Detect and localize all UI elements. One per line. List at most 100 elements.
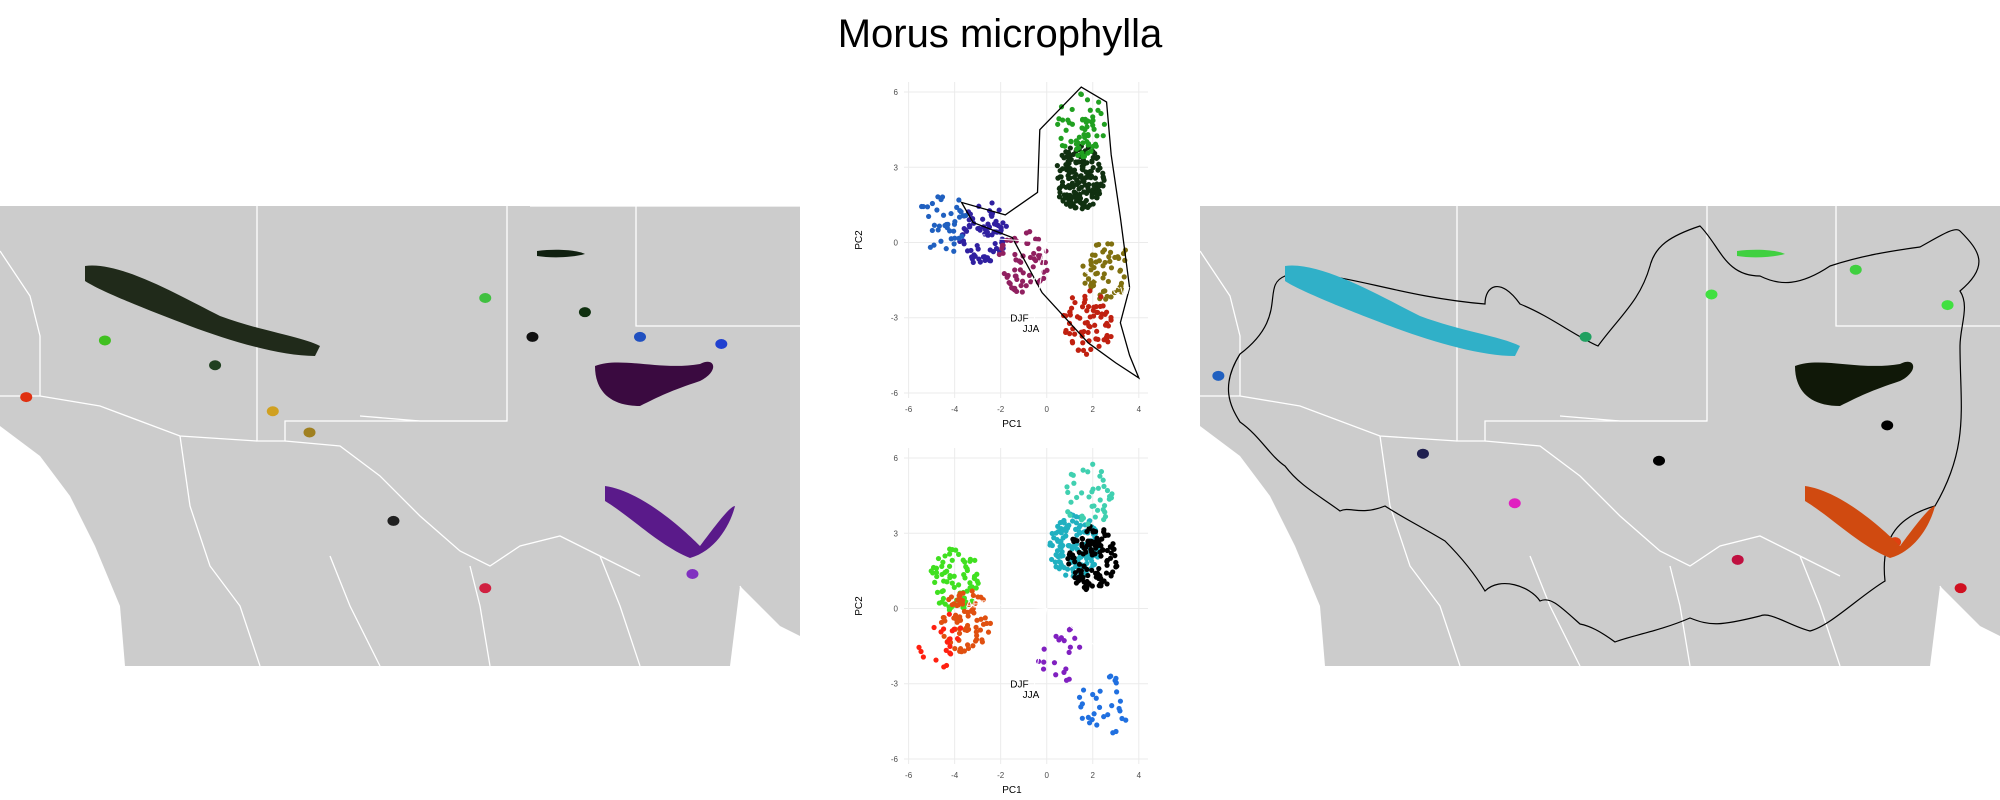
data-point — [992, 240, 998, 247]
data-point — [1063, 533, 1069, 539]
data-point — [1061, 520, 1067, 526]
data-point — [955, 551, 962, 557]
data-point — [942, 553, 948, 559]
data-point — [1101, 177, 1107, 183]
data-point — [1064, 484, 1070, 490]
data-point — [1065, 489, 1071, 495]
data-point — [1067, 166, 1073, 172]
data-point — [1072, 574, 1078, 580]
data-point — [1105, 241, 1111, 247]
data-point — [1062, 143, 1068, 149]
plot-area — [904, 82, 1148, 398]
data-point — [961, 648, 967, 654]
data-point — [1012, 267, 1018, 273]
data-point — [963, 625, 969, 632]
data-point — [1070, 555, 1076, 561]
vector-label: JJA — [1023, 324, 1040, 335]
occurrence-patch — [578, 307, 591, 318]
data-point — [1090, 164, 1096, 171]
data-point — [1053, 672, 1059, 678]
data-point — [951, 615, 957, 621]
data-point — [1097, 497, 1103, 503]
data-point — [1104, 558, 1110, 564]
data-point — [972, 557, 978, 563]
data-point — [1085, 276, 1092, 282]
data-point — [1096, 99, 1102, 105]
occurrence-patch — [20, 392, 33, 403]
occurrence-patch — [387, 515, 400, 526]
data-point — [1051, 660, 1058, 666]
range-band — [1795, 361, 1914, 406]
data-point — [1053, 633, 1059, 639]
data-point — [989, 232, 995, 238]
data-point — [957, 625, 964, 631]
data-point — [1067, 512, 1073, 518]
data-point — [951, 248, 957, 254]
data-point — [1080, 347, 1087, 353]
range-band — [605, 486, 735, 558]
data-point — [916, 644, 922, 650]
data-point — [1094, 309, 1100, 315]
data-point — [1102, 311, 1108, 317]
right-map — [1200, 206, 2000, 666]
data-point — [1089, 583, 1095, 589]
data-point — [1090, 117, 1096, 124]
vector-label: JJA — [1023, 690, 1040, 701]
data-point — [1079, 535, 1085, 542]
data-point — [1101, 529, 1107, 535]
data-point — [949, 628, 955, 634]
data-point — [1030, 264, 1036, 270]
data-point — [1074, 532, 1080, 538]
data-point — [1070, 536, 1076, 542]
data-point — [998, 225, 1004, 231]
data-point — [947, 546, 953, 552]
data-point — [1018, 282, 1024, 289]
data-point — [1114, 689, 1120, 695]
data-point — [941, 578, 947, 584]
data-point — [1092, 514, 1098, 520]
data-point — [1095, 485, 1101, 491]
y-axis-label: PC2 — [854, 230, 865, 250]
data-point — [1058, 174, 1064, 180]
data-point — [970, 259, 976, 265]
data-point — [1079, 541, 1085, 547]
data-point — [1080, 340, 1086, 346]
data-point — [1090, 154, 1096, 161]
data-point — [1064, 524, 1070, 530]
data-point — [947, 572, 953, 579]
data-point — [1108, 495, 1115, 501]
occurrence-patch — [1705, 289, 1718, 300]
data-point — [1058, 562, 1064, 568]
loading-vector — [1032, 608, 1048, 694]
data-point — [1087, 324, 1093, 330]
data-point — [969, 254, 975, 260]
data-point — [939, 563, 945, 569]
data-point — [1104, 487, 1111, 494]
data-point — [1057, 189, 1063, 196]
data-point — [943, 246, 949, 252]
data-point — [931, 222, 938, 228]
y-tick-label: 6 — [894, 88, 899, 97]
data-point — [954, 636, 961, 642]
range-band — [537, 249, 585, 258]
data-point — [1105, 712, 1111, 718]
data-point — [1104, 581, 1110, 587]
data-point — [938, 238, 944, 244]
data-point — [1000, 220, 1006, 226]
data-point — [1031, 256, 1037, 262]
data-point — [1089, 159, 1095, 165]
data-point — [1104, 320, 1110, 326]
data-point — [1090, 201, 1096, 207]
data-point — [1112, 553, 1118, 559]
data-point — [1012, 251, 1018, 258]
data-point — [1100, 170, 1106, 176]
data-point — [1096, 343, 1102, 349]
data-point — [1086, 720, 1093, 726]
hull-outline — [960, 86, 1141, 380]
left-map — [0, 206, 800, 666]
data-point — [993, 221, 999, 228]
occurrence-patch — [479, 583, 492, 594]
data-point — [1080, 263, 1086, 269]
data-point — [1084, 566, 1090, 573]
data-point — [970, 592, 976, 599]
